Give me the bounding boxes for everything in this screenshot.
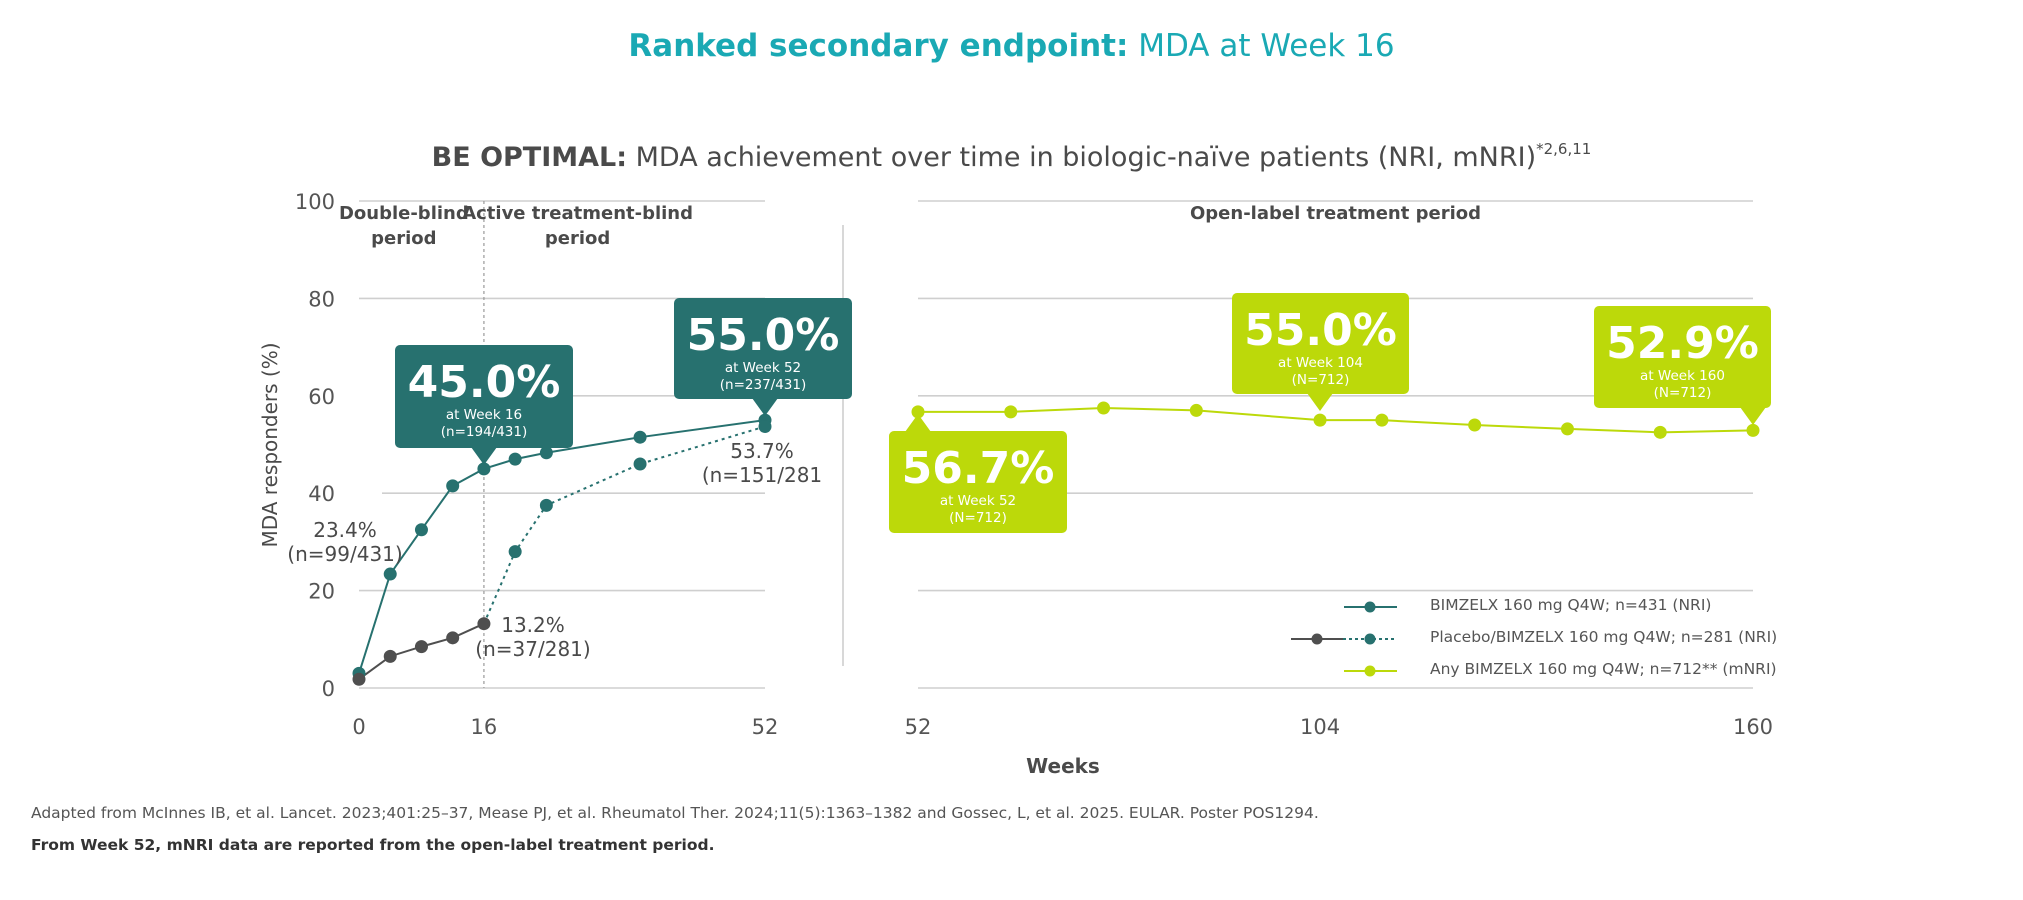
callout-value: 55.0% [1244, 305, 1397, 356]
callout-week-104: 55.0% at Week 104 (N=712) [1232, 293, 1409, 411]
period-label: period [545, 228, 610, 249]
callout-week: at Week 52 [724, 360, 802, 376]
period-label: period [371, 228, 436, 249]
data-point [383, 649, 397, 663]
callout-n: (n=237/431) [719, 377, 807, 393]
data-point [414, 523, 428, 537]
data-point [1746, 423, 1760, 437]
data-point [383, 567, 397, 581]
data-label-value: 13.2% [501, 613, 565, 637]
callout-week: at Week 160 [1640, 368, 1725, 384]
note-footnote: From Week 52, mNRI data are reported fro… [31, 836, 715, 854]
data-point [477, 462, 491, 476]
callout-pointer [905, 414, 931, 432]
data-point [539, 446, 553, 460]
x-tick-label: 16 [471, 715, 498, 739]
data-label-value: 23.4% [313, 518, 377, 542]
source-footnote: Adapted from McInnes IB, et al. Lancet. … [31, 804, 1319, 822]
period-labels: Double-blind period Active treatment-blind… [339, 203, 1481, 249]
callout-week-16: 45.0% at Week 16 (n=194/431) [395, 345, 573, 465]
data-point [1653, 425, 1667, 439]
data-point [446, 631, 460, 645]
callout-pointer [1307, 393, 1334, 411]
data-point [1097, 401, 1111, 415]
series-points [352, 401, 1760, 686]
data-point [633, 457, 647, 471]
data-point [1004, 405, 1018, 419]
legend-marker-placebo [1291, 633, 1397, 645]
data-label-value: 53.7% [730, 439, 794, 463]
callout-week: at Week 52 [939, 493, 1017, 509]
data-labels: 23.4%(n=99/431) 13.2%(n=37/281) 53.7%(n=15… [287, 439, 822, 661]
chart-subtitle: BE OPTIMAL: MDA achievement over time in… [0, 140, 2023, 173]
data-point [1468, 418, 1482, 432]
data-point [446, 479, 460, 493]
callout-pointer [1740, 407, 1766, 425]
data-point [1189, 403, 1203, 417]
y-tick-label: 40 [308, 482, 335, 506]
y-axis-label: MDA responders (%) [258, 342, 282, 547]
y-tick-label: 60 [308, 385, 335, 409]
subtitle-superscript: *2,6,11 [1536, 140, 1592, 158]
y-tick-label: 100 [295, 190, 335, 214]
period-label: Active treatment-blind [462, 203, 693, 224]
x-tick-label: 0 [352, 715, 365, 739]
data-point [508, 452, 522, 466]
callout-n: (N=712) [1291, 372, 1350, 388]
legend-marker-bimzelx [1344, 601, 1397, 613]
axes: MDA responders (%) Weeks 0 20 40 60 80 100 0 16… [258, 190, 1773, 778]
legend-label: Placebo/BIMZELX 160 mg Q4W; n=281 (NRI) [1430, 628, 1778, 646]
data-point [352, 672, 366, 686]
data-point [1375, 413, 1389, 427]
data-label-n: (n=151/281 [702, 463, 822, 487]
callout-n: (N=712) [949, 510, 1007, 526]
callout-value: 52.9% [1606, 318, 1759, 369]
x-tick-label: 160 [1733, 715, 1773, 739]
legend-marker-any-bimzelx [1344, 665, 1397, 677]
data-label-n: (n=37/281) [475, 637, 590, 661]
data-point [758, 419, 772, 433]
subtitle-bold: BE OPTIMAL: [431, 142, 628, 173]
callout-week-52: 56.7% at Week 52 (N=712) [889, 414, 1067, 533]
y-tick-label: 20 [308, 580, 335, 604]
data-point [477, 617, 491, 631]
data-point [1313, 413, 1327, 427]
y-tick-label: 80 [308, 287, 335, 311]
callout-pointer [752, 398, 778, 416]
callout-week-160: 52.9% at Week 160 (N=712) [1594, 306, 1771, 425]
callout-value: 55.0% [686, 310, 840, 361]
period-label: Double-blind [339, 203, 469, 224]
series-line-3 [918, 406, 1754, 434]
y-tick-label: 0 [322, 677, 335, 701]
x-tick-label: 52 [905, 715, 932, 739]
legend-label: Any BIMZELX 160 mg Q4W; n=712** (mNRI) [1430, 660, 1777, 678]
title-bold: Ranked secondary endpoint: [628, 28, 1129, 64]
subtitle-rest: MDA achievement over time in biologic-na… [635, 142, 1537, 173]
data-point [414, 640, 428, 654]
callout-value: 56.7% [901, 443, 1055, 494]
callout-pointer [470, 447, 497, 465]
title-rest: MDA at Week 16 [1138, 28, 1395, 64]
callout-week: at Week 16 [445, 407, 523, 423]
callout-value: 45.0% [407, 357, 561, 408]
x-tick-label: 52 [752, 715, 779, 739]
data-point [633, 430, 647, 444]
x-axis-label: Weeks [1026, 754, 1100, 778]
data-point [539, 498, 553, 512]
x-tick-label: 104 [1300, 715, 1340, 739]
callout-n: (n=194/431) [440, 424, 528, 440]
period-label: Open-label treatment period [1190, 203, 1481, 224]
data-label-n: (n=99/431) [287, 542, 402, 566]
callout-n: (N=712) [1653, 385, 1712, 401]
callout-week-52: 55.0% at Week 52 (n=237/431) [674, 298, 852, 416]
legend-label: BIMZELX 160 mg Q4W; n=431 (NRI) [1430, 596, 1712, 614]
page-title: Ranked secondary endpoint: MDA at Week 1… [0, 28, 2023, 64]
callout-week: at Week 104 [1278, 355, 1363, 371]
data-point [1560, 422, 1574, 436]
data-point [508, 545, 522, 559]
